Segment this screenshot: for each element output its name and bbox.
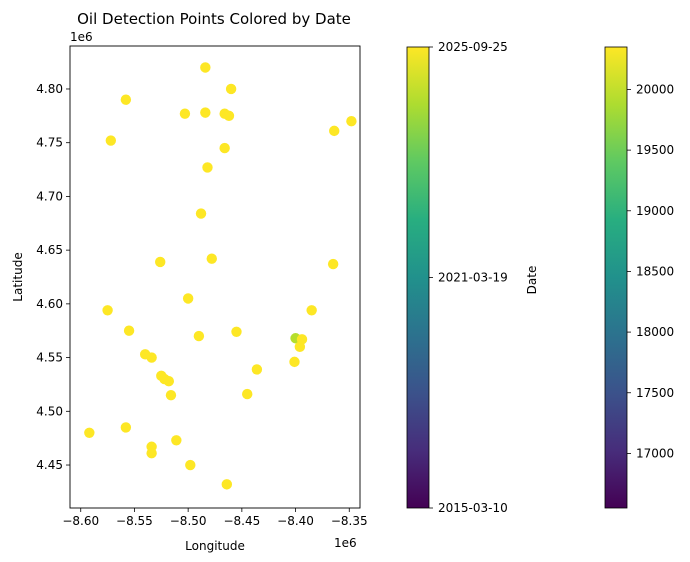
colorbar-date-tick-label: 2021-03-19 bbox=[438, 271, 508, 285]
y-tick-label: 4.50 bbox=[36, 404, 63, 418]
data-point bbox=[225, 83, 237, 95]
colorbar-numeric-tick-label: 17500 bbox=[636, 386, 674, 400]
colorbar-numeric-tick-label: 20000 bbox=[636, 82, 674, 96]
data-point bbox=[165, 389, 177, 401]
data-point bbox=[146, 448, 157, 459]
data-point bbox=[223, 110, 235, 122]
data-point bbox=[155, 256, 166, 268]
data-point bbox=[219, 142, 230, 154]
data-point bbox=[242, 388, 253, 400]
x-axis-ticks: −8.60 −8.55 −8.50 −8.45 −8.40 −8.35 bbox=[62, 508, 368, 528]
y-offset-label: 1e6 bbox=[70, 30, 93, 44]
data-point bbox=[193, 330, 205, 342]
data-point bbox=[146, 352, 157, 363]
x-tick-label: −8.55 bbox=[116, 514, 153, 528]
plot-frame bbox=[69, 45, 361, 509]
colorbar-date: 2015-03-10 2021-03-19 2025-09-25 Date bbox=[406, 40, 539, 515]
colorbar-date-tick-label: 2015-03-10 bbox=[438, 501, 508, 515]
y-axis-label: Latitude bbox=[11, 252, 25, 301]
x-tick-label: −8.45 bbox=[223, 514, 260, 528]
data-point bbox=[289, 356, 300, 368]
data-point bbox=[200, 107, 211, 118]
x-axis-label: Longitude bbox=[185, 539, 245, 553]
data-point bbox=[185, 459, 196, 471]
x-tick-label: −8.35 bbox=[331, 514, 368, 528]
y-tick-label: 4.45 bbox=[36, 458, 63, 472]
x-tick-label: −8.40 bbox=[277, 514, 314, 528]
y-axis-ticks: 4.45 4.50 4.55 4.60 4.65 4.70 4.75 4.80 bbox=[36, 82, 70, 472]
y-tick-label: 4.75 bbox=[36, 136, 63, 150]
colorbar-numeric-gradient bbox=[604, 46, 628, 509]
y-tick-label: 4.65 bbox=[36, 243, 63, 257]
data-point bbox=[123, 325, 135, 336]
points-layer bbox=[84, 62, 357, 490]
data-point bbox=[306, 305, 317, 316]
data-point bbox=[346, 116, 357, 127]
data-point bbox=[163, 376, 175, 387]
colorbar-numeric-tick-label: 19000 bbox=[636, 204, 674, 218]
data-point bbox=[329, 125, 340, 137]
data-point bbox=[179, 108, 191, 119]
y-tick-label: 4.60 bbox=[36, 297, 63, 311]
data-point bbox=[84, 427, 95, 438]
data-point bbox=[251, 364, 263, 375]
colorbar-date-label: Date bbox=[525, 266, 539, 295]
data-point bbox=[102, 305, 113, 316]
y-tick-label: 4.70 bbox=[36, 189, 63, 203]
data-point bbox=[200, 62, 211, 73]
data-point bbox=[171, 435, 182, 446]
data-point bbox=[120, 422, 132, 433]
y-tick-label: 4.80 bbox=[36, 82, 63, 96]
data-point bbox=[105, 135, 117, 146]
data-point bbox=[294, 341, 306, 353]
colorbar-numeric-tick-label: 19500 bbox=[636, 143, 674, 157]
y-tick-label: 4.55 bbox=[36, 351, 63, 365]
colorbar-date-tick-label: 2025-09-25 bbox=[438, 40, 508, 54]
data-point bbox=[231, 326, 242, 337]
x-tick-label: −8.60 bbox=[62, 514, 99, 528]
data-point bbox=[120, 94, 132, 105]
colorbar-numeric-tick-label: 18000 bbox=[636, 325, 674, 339]
colorbar-date-ticks: 2015-03-10 2021-03-19 2025-09-25 bbox=[429, 40, 508, 515]
colorbar-numeric: 17000 17500 18000 18500 19000 19500 20000 bbox=[604, 46, 674, 509]
data-point bbox=[221, 479, 233, 490]
data-point bbox=[182, 293, 194, 304]
data-point bbox=[202, 162, 213, 173]
colorbar-numeric-tick-label: 17000 bbox=[636, 446, 674, 460]
x-offset-label: 1e6 bbox=[334, 536, 357, 550]
chart-title: Oil Detection Points Colored by Date bbox=[77, 10, 351, 28]
colorbar-numeric-ticks: 17000 17500 18000 18500 19000 19500 20000 bbox=[627, 82, 674, 460]
data-point bbox=[206, 253, 217, 264]
plot-area: −8.60 −8.55 −8.50 −8.45 −8.40 −8.35 4.454.504… bbox=[36, 45, 368, 528]
data-point bbox=[195, 208, 207, 219]
colorbar-numeric-tick-label: 18500 bbox=[636, 264, 674, 278]
colorbar-date-gradient bbox=[406, 46, 430, 509]
data-point bbox=[327, 258, 339, 270]
x-tick-label: −8.50 bbox=[170, 514, 207, 528]
